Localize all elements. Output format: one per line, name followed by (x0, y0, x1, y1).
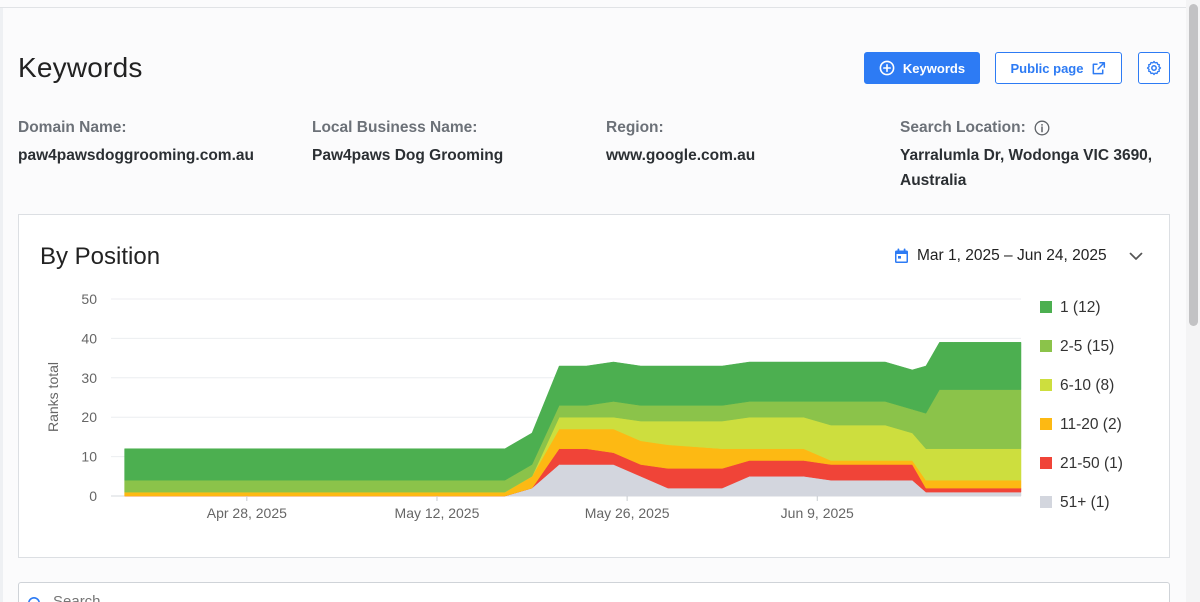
search-location-value: Yarralumla Dr, Wodonga VIC 3690, Austral… (900, 147, 1153, 189)
area-series (124, 342, 1022, 481)
y-axis-label: Ranks total (45, 362, 61, 432)
y-tick-label: 20 (81, 409, 97, 425)
y-tick-label: 0 (89, 488, 97, 504)
domain-name-field: Domain Name: paw4pawsdoggrooming.com.au (18, 118, 254, 168)
info-icon[interactable] (1034, 120, 1050, 136)
search-input[interactable] (53, 593, 453, 602)
region-value: www.google.com.au (606, 147, 756, 164)
business-name-label: Local Business Name: (312, 119, 478, 136)
plus-circle-icon (879, 60, 895, 76)
y-tick-label: 30 (81, 370, 97, 386)
legend-label: 11-20 (2) (1060, 416, 1122, 433)
legend-swatch (1040, 340, 1052, 352)
x-tick-label: Apr 28, 2025 (207, 505, 287, 521)
legend-swatch (1040, 496, 1052, 508)
search-box[interactable] (18, 582, 1170, 602)
search-location-field: Search Location: Yarralumla Dr, Wodonga … (900, 118, 1170, 193)
legend-label: 1 (12) (1060, 299, 1101, 316)
legend-swatch (1040, 457, 1052, 469)
search-location-label: Search Location: (900, 119, 1026, 136)
top-divider (0, 0, 1186, 8)
date-range-label: Mar 1, 2025 – Jun 24, 2025 (917, 247, 1107, 264)
region-field: Region: www.google.com.au (606, 118, 755, 168)
domain-name-value: paw4pawsdoggrooming.com.au (18, 147, 254, 164)
gear-icon (1146, 60, 1162, 76)
legend-swatch (1040, 418, 1052, 430)
legend-label: 51+ (1) (1060, 494, 1110, 511)
scrollbar[interactable] (1186, 0, 1200, 602)
x-tick-label: May 12, 2025 (395, 505, 480, 521)
business-name-field: Local Business Name: Paw4paws Dog Groomi… (312, 118, 503, 168)
legend-swatch (1040, 301, 1052, 313)
search-icon (27, 596, 43, 602)
x-tick-label: May 26, 2025 (585, 505, 670, 521)
settings-button[interactable] (1138, 52, 1170, 84)
calendar-icon (894, 248, 909, 264)
region-label: Region: (606, 119, 664, 136)
domain-name-label: Domain Name: (18, 119, 127, 136)
y-tick-label: 40 (81, 330, 97, 346)
add-keywords-button[interactable]: Keywords (864, 52, 980, 84)
public-page-button[interactable]: Public page (995, 52, 1122, 84)
y-tick-label: 50 (81, 291, 97, 307)
legend-label: 6-10 (8) (1060, 377, 1114, 394)
y-tick-label: 10 (81, 449, 97, 465)
by-position-card: By Position Mar 1, 2025 – Jun 24, 2025 0… (18, 214, 1170, 558)
x-tick-label: Jun 9, 2025 (781, 505, 854, 521)
chevron-down-icon (1129, 252, 1143, 261)
business-name-value: Paw4paws Dog Grooming (312, 147, 504, 164)
card-title: By Position (40, 243, 161, 270)
legend-swatch (1040, 379, 1052, 391)
public-page-label: Public page (1010, 60, 1084, 76)
by-position-chart: 0 10 20 30 40 50 Ranks total Apr 28, 2025 May 12… (45, 291, 1123, 521)
legend-label: 21-50 (1) (1060, 455, 1123, 472)
external-link-icon (1091, 61, 1106, 76)
window-left-edge (0, 0, 3, 602)
page-title: Keywords (18, 52, 143, 83)
date-range-picker[interactable]: Mar 1, 2025 – Jun 24, 2025 (894, 247, 1143, 265)
add-keywords-label: Keywords (902, 60, 966, 76)
scrollbar-thumb[interactable] (1189, 4, 1198, 326)
legend-label: 2-5 (15) (1060, 338, 1114, 355)
